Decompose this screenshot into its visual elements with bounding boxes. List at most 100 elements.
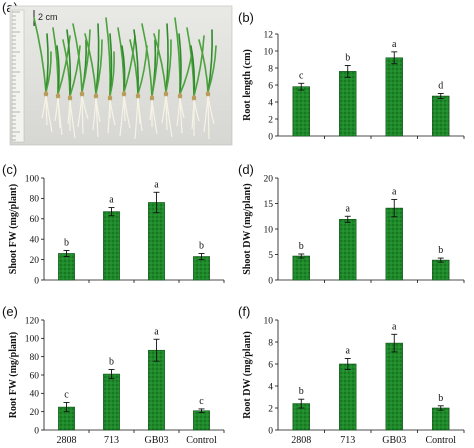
y-tick-label: 0 (268, 426, 273, 436)
y-axis-label: Root length (cm) (242, 49, 253, 121)
seedling (186, 27, 205, 136)
y-tick-label: 10 (264, 316, 274, 326)
seedling (84, 23, 103, 138)
x-category-label: Control (425, 435, 456, 446)
y-axis-label: Shoot DW (mg/plant) (242, 183, 253, 275)
bar (103, 373, 120, 431)
bar (103, 211, 120, 281)
x-category-label: Control (186, 435, 217, 446)
significance-letter: a (392, 39, 397, 50)
y-axis-label: Root DW (mg/plant) (242, 331, 253, 419)
bar (385, 342, 403, 431)
x-category-label: 2808 (57, 435, 77, 446)
seedling (198, 29, 217, 140)
chart-panel: (d) Shoot DW (mg/plant) 0 5 10 15 20 b a a b (238, 162, 465, 286)
y-tick-label: 6 (268, 360, 273, 370)
y-tick-label: 0 (34, 426, 39, 436)
y-tick-label: 0 (268, 276, 273, 286)
bar (148, 202, 165, 281)
error-bar (391, 333, 398, 353)
bar (385, 207, 403, 281)
significance-letter: b (438, 245, 443, 256)
chart-panel: (c) Shoot FW (mg/plant) 0 20 40 60 80 100 b a a b (2, 162, 225, 286)
seedling (72, 23, 91, 135)
significance-letter: b (64, 237, 69, 248)
bar (193, 256, 210, 281)
significance-letter: c (199, 396, 204, 407)
bar (339, 219, 357, 281)
seedling (33, 17, 53, 133)
bar (193, 410, 210, 431)
y-tick-label: 6 (268, 81, 273, 91)
error-bar (391, 51, 398, 65)
error-bar (108, 207, 115, 217)
significance-letter: a (154, 179, 159, 190)
scale-bar-label: 2 cm (38, 12, 58, 22)
y-tick-label: 60 (30, 371, 40, 381)
error-bar (198, 253, 205, 261)
chart-panel: (f) Root DW (mg/plant) 0 2 4 6 8 10 b 2808 a 713 a GB… (238, 304, 465, 446)
significance-letter: b (199, 240, 204, 251)
y-tick-label: 40 (30, 236, 40, 246)
y-tick-label: 0 (34, 276, 39, 286)
y-axis-label: Shoot FW (mg/plant) (8, 184, 19, 274)
significance-letter: a (154, 326, 159, 337)
y-tick-label: 20 (30, 408, 40, 418)
significance-letter: c (64, 390, 69, 401)
bar (339, 363, 357, 431)
y-tick-label: 4 (268, 382, 273, 392)
y-tick-label: 20 (264, 174, 274, 184)
error-bar (344, 64, 351, 78)
y-tick-label: 4 (268, 98, 273, 108)
bar (292, 255, 310, 281)
seedling (129, 29, 148, 140)
bar (339, 71, 357, 137)
y-tick-label: 10 (264, 225, 274, 235)
chart-panel: (e) Root FW (mg/plant) 0 20 40 60 80 100 120 c 280… (2, 304, 225, 446)
error-bar (437, 93, 444, 100)
error-bar (344, 358, 351, 370)
error-bar (153, 191, 160, 214)
significance-letter: b (345, 52, 350, 63)
error-bar (198, 408, 205, 414)
seedling (117, 27, 136, 137)
significance-letter: a (392, 321, 397, 332)
y-tick-label: 12 (264, 30, 274, 40)
seedling (105, 17, 116, 134)
panel-label: (e) (2, 304, 18, 319)
y-tick-label: 100 (25, 335, 40, 345)
x-category-label: 713 (104, 435, 119, 446)
bar (292, 86, 310, 137)
error-bar (153, 338, 160, 362)
seedling (141, 23, 160, 135)
y-tick-label: 20 (30, 256, 40, 266)
seedling (52, 27, 71, 136)
error-bar (344, 215, 351, 223)
bar (432, 95, 450, 137)
error-bar (298, 82, 305, 91)
x-category-label: 713 (340, 435, 355, 446)
bar (432, 407, 450, 431)
seedling (62, 29, 81, 139)
significance-letter: b (299, 241, 304, 252)
significance-letter: a (109, 195, 114, 206)
x-category-label: GB03 (382, 435, 406, 446)
error-bar (298, 398, 305, 409)
y-tick-label: 60 (30, 215, 40, 225)
significance-letter: a (346, 203, 351, 214)
significance-letter: b (438, 393, 443, 404)
y-tick-label: 10 (264, 47, 274, 57)
y-tick-label: 2 (268, 115, 273, 125)
error-bar (298, 253, 305, 259)
error-bar (437, 405, 444, 411)
panel-label: (b) (238, 10, 254, 25)
chart-panel: (b) Root length (cm) 0 2 4 6 8 10 12 c b a d (238, 10, 465, 142)
x-category-label: GB03 (145, 435, 169, 446)
panel-label: (f) (238, 304, 250, 319)
significance-letter: b (109, 357, 114, 368)
seedling-photo-panel: (a) 2 cm (2, 0, 233, 146)
bar (58, 253, 75, 281)
y-tick-label: 120 (25, 316, 40, 326)
bar (432, 259, 450, 281)
